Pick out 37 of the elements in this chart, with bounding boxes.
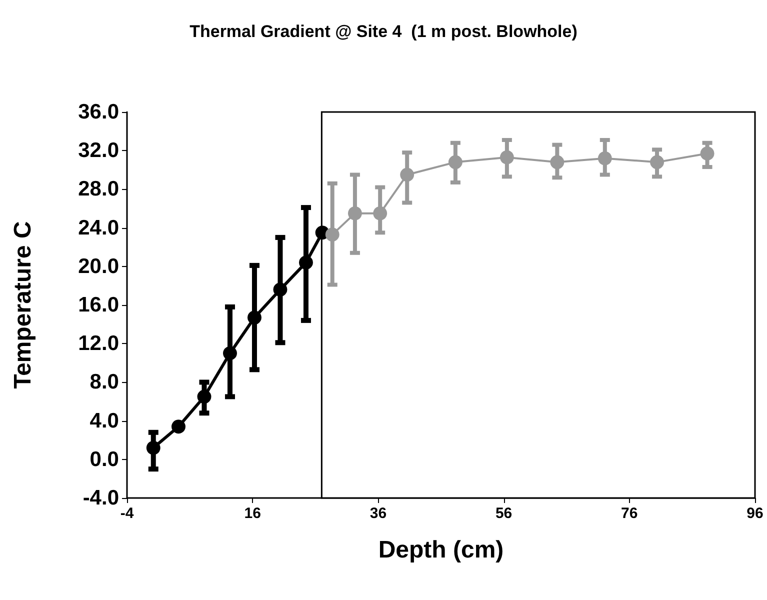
y-tick-label: 8.0 [90, 370, 119, 394]
point [298, 256, 313, 270]
point [223, 346, 237, 360]
y-tick-label: 24.0 [78, 216, 119, 240]
point [598, 151, 612, 166]
point [550, 155, 564, 170]
point [273, 282, 288, 297]
y-tick-label: 28.0 [78, 178, 119, 201]
y-axis-title: Temperature C [10, 221, 36, 389]
y-tick-label: -4.0 [82, 486, 119, 510]
point [373, 206, 388, 220]
y-tick-label: 20.0 [78, 254, 119, 278]
x-tick-label: 16 [244, 505, 261, 522]
y-tick-label: 32.0 [78, 139, 119, 162]
y-tick-label: 16.0 [78, 294, 119, 316]
point [325, 228, 340, 242]
point [700, 146, 714, 160]
y-tick-label: 0.0 [90, 448, 119, 471]
y-tick-label: 36.0 [78, 100, 119, 124]
point [348, 206, 362, 220]
point [400, 168, 414, 182]
point [650, 155, 664, 170]
y-tick-label: 12.0 [78, 332, 119, 356]
chart-title: Thermal Gradient @ Site 4 (1 m post. Blowhole) [190, 22, 578, 41]
point [500, 150, 514, 164]
x-tick-label: -4 [120, 505, 134, 522]
point [172, 420, 186, 434]
point [248, 310, 262, 325]
x-axis-title: Depth (cm) [378, 536, 504, 564]
y-tick-label: 4.0 [90, 409, 119, 432]
point [197, 390, 212, 404]
x-tick-label: 36 [370, 505, 387, 522]
x-tick-label: 96 [746, 505, 764, 522]
x-tick-label: 56 [495, 505, 512, 522]
x-tick-label: 76 [621, 505, 638, 522]
point [146, 440, 160, 455]
point [448, 155, 462, 170]
